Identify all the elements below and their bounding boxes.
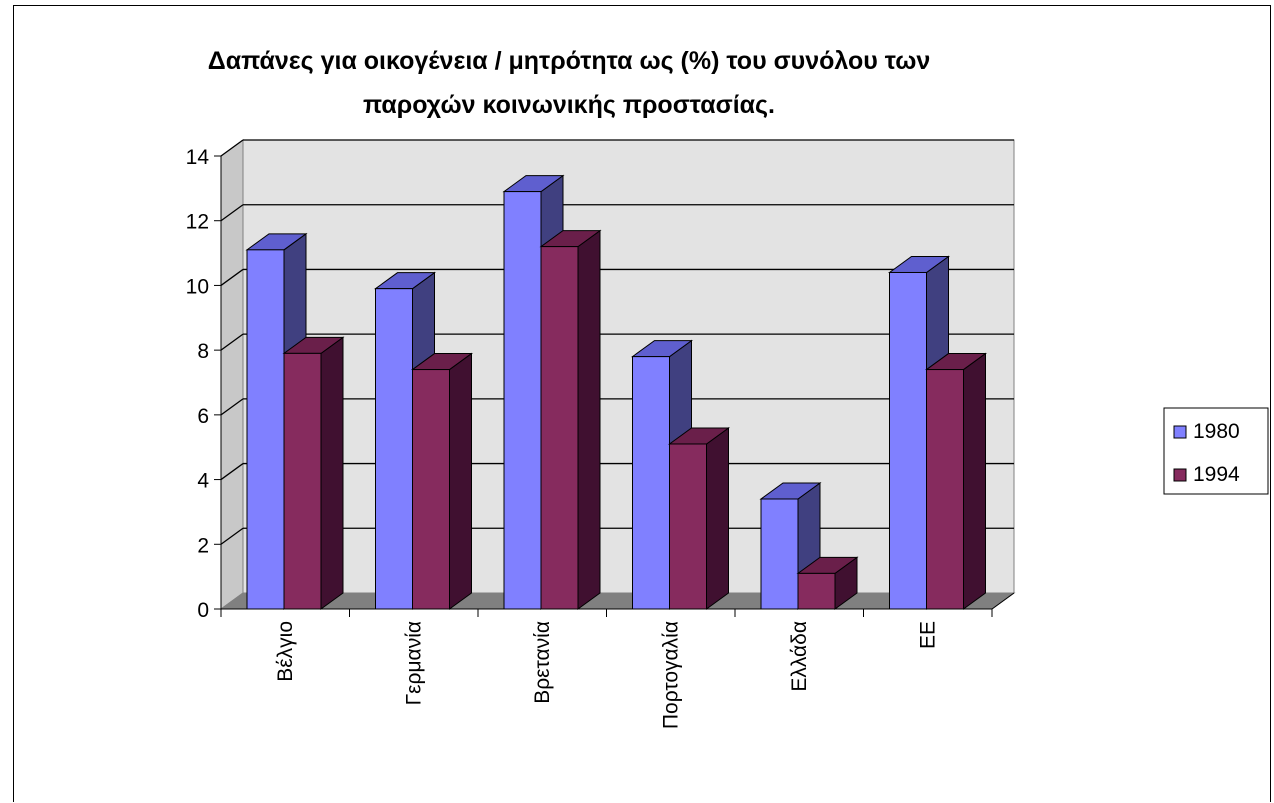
legend-label-1980: 1980 xyxy=(1193,420,1240,443)
legend: 1980 1994 xyxy=(1163,407,1269,495)
side-wall xyxy=(220,139,244,610)
bar-1994-3 xyxy=(667,426,731,610)
y-tick-label: 4 xyxy=(197,470,209,493)
gridline-side xyxy=(220,333,244,351)
bar-side xyxy=(320,336,344,610)
y-tick-label: 2 xyxy=(197,534,209,557)
gridline-side xyxy=(220,268,244,286)
bar-front xyxy=(669,443,707,610)
bar-chart: Δαπάνες για οικογένεια / μητρότητα ως (%… xyxy=(186,47,1269,729)
y-tick-label: 14 xyxy=(186,146,210,169)
y-tick-label: 6 xyxy=(197,405,209,428)
x-tick-label-1: Γερμανία xyxy=(403,621,426,705)
bars xyxy=(245,174,988,610)
y-tick-label: 8 xyxy=(197,340,209,363)
y-tick-label: 12 xyxy=(186,211,209,234)
bar-side xyxy=(449,352,472,610)
gridline-side xyxy=(220,139,244,157)
bar-1994-5 xyxy=(924,352,988,610)
bar-front xyxy=(375,288,413,610)
y-tick-label: 0 xyxy=(197,599,209,622)
bar-front xyxy=(540,246,579,610)
bar-1994-1 xyxy=(410,352,474,610)
chart-frame: Δαπάνες για οικογένεια / μητρότητα ως (%… xyxy=(13,5,1271,802)
legend-swatch-1980 xyxy=(1173,425,1187,439)
bar-front xyxy=(926,369,964,610)
bar-front xyxy=(246,249,285,610)
bar-side xyxy=(577,229,601,610)
x-tick-label-4: Ελλάδα xyxy=(788,621,811,692)
bar-front xyxy=(760,498,799,610)
bar-front xyxy=(797,572,836,610)
bar-front xyxy=(503,191,542,610)
bar-1994-2 xyxy=(539,229,602,610)
chart-title-line-1: Δαπάνες για οικογένεια / μητρότητα ως (%… xyxy=(208,47,931,75)
x-axis: Βέλγιο Γερμανία Βρετανία Πορτογαλία Ελλάδα ΕΕ xyxy=(220,592,1015,729)
gridline-side xyxy=(220,527,244,545)
gridline-side xyxy=(220,398,244,416)
bar-side xyxy=(706,426,729,610)
gridlines xyxy=(220,139,1014,545)
bar-front xyxy=(412,369,450,610)
chart-title-line-2: παροχών κοινωνικής προστασίας. xyxy=(363,91,775,119)
legend-swatch-1994 xyxy=(1173,468,1187,482)
x-tick-label-2: Βρετανία xyxy=(531,621,554,704)
x-tick-label-0: Βέλγιο xyxy=(274,621,297,682)
chart-title: Δαπάνες για οικογένεια / μητρότητα ως (%… xyxy=(208,47,931,119)
x-tick-label-5: ΕΕ xyxy=(917,621,940,649)
gridline-side xyxy=(220,204,244,222)
bar-side xyxy=(963,352,986,610)
y-axis: 0 2 4 6 8 10 12 14 xyxy=(186,146,222,622)
bar-1994-4 xyxy=(796,556,859,610)
gridline-side xyxy=(220,463,244,481)
x-tick-label-3: Πορτογαλία xyxy=(660,621,683,729)
bar-front xyxy=(889,271,927,610)
legend-label-1994: 1994 xyxy=(1193,463,1240,486)
y-tick-label: 10 xyxy=(186,275,209,298)
bar-1994-0 xyxy=(282,336,345,610)
bar-front xyxy=(632,356,670,610)
x-axis-edge xyxy=(991,592,1015,610)
bar-front xyxy=(283,352,322,610)
